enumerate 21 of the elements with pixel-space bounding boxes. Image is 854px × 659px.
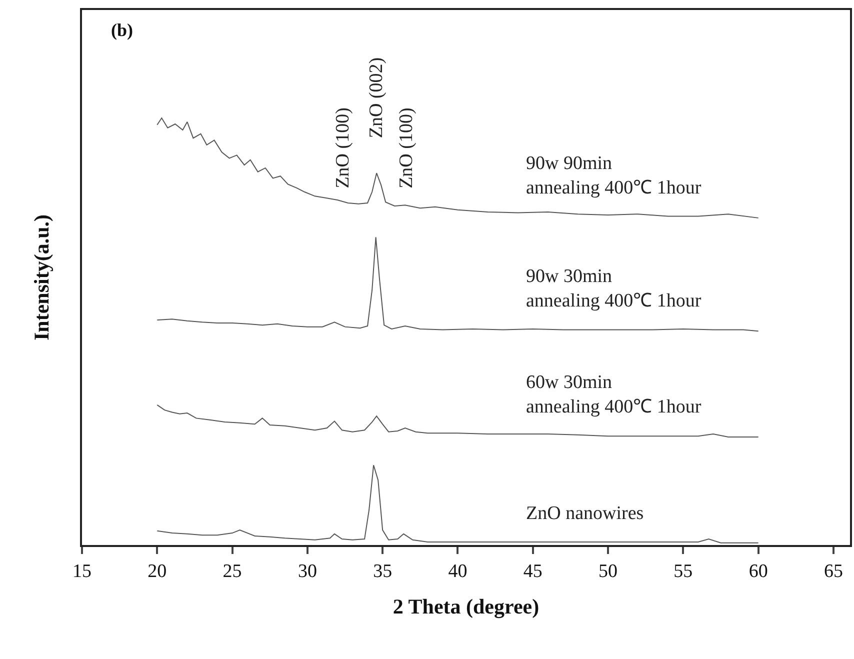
x-tick-label: 20 bbox=[148, 560, 167, 582]
annotation: ZnO (002) bbox=[366, 57, 388, 138]
series-label: ZnO nanowires bbox=[526, 503, 644, 524]
annotation: ZnO (100) bbox=[396, 108, 417, 188]
x-tick-label: 30 bbox=[298, 560, 317, 582]
x-tick-label: 35 bbox=[373, 560, 392, 582]
x-tick-label: 45 bbox=[523, 560, 542, 582]
series-label: 60w 30min annealing 400℃ 1hour bbox=[526, 372, 702, 418]
x-tick-label: 60 bbox=[748, 560, 768, 582]
annotation: ZnO (100) bbox=[332, 108, 354, 188]
x-tick-label: 15 bbox=[72, 560, 92, 582]
x-tick-label: 25 bbox=[222, 560, 242, 582]
y-axis-title: Intensity(a.u.) bbox=[30, 214, 54, 341]
x-tick-label: 65 bbox=[824, 560, 843, 582]
x-tick-label: 50 bbox=[598, 560, 618, 582]
series-label: 90w 90min annealing 400℃ 1hour bbox=[526, 153, 702, 199]
series-label: 90w 30min annealing 400℃ 1hour bbox=[526, 266, 702, 312]
x-axis-title: 2 Theta (degree) bbox=[392, 594, 540, 618]
text: (b) bbox=[111, 20, 134, 40]
x-tick-label: 40 bbox=[448, 560, 468, 582]
x-tick-label: 55 bbox=[674, 560, 693, 582]
